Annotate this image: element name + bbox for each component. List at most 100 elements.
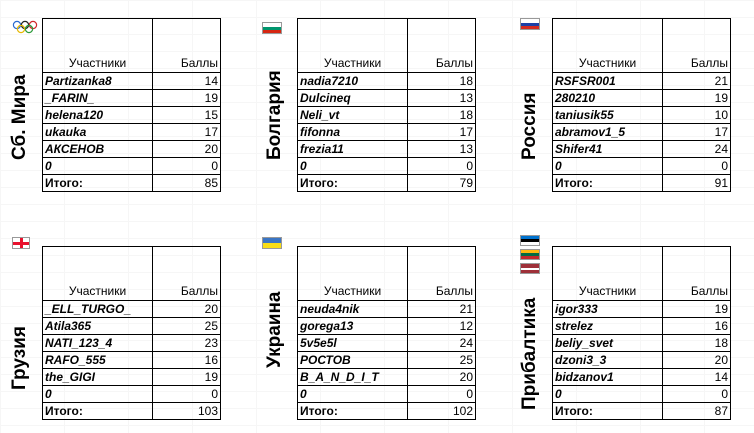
participant-name[interactable]: _ELL_TURGO_ — [42, 300, 153, 318]
total-value[interactable]: 85 — [152, 174, 221, 192]
participant-score[interactable]: 10 — [662, 106, 731, 124]
total-row: Итого: 87 — [552, 402, 731, 420]
participant-score[interactable]: 18 — [407, 72, 476, 90]
participant-name[interactable]: neuda4nik — [297, 300, 408, 318]
points-header: Баллы — [662, 18, 731, 73]
team-table: Участники Баллы RSFSR001 21 280210 19 tani… — [552, 18, 731, 192]
participant-name[interactable]: igor333 — [552, 300, 663, 318]
latvia-flag-icon — [520, 263, 540, 274]
participant-score[interactable]: 0 — [407, 385, 476, 403]
total-row: Итого: 79 — [297, 174, 476, 192]
participant-score[interactable]: 20 — [407, 368, 476, 386]
team-table: Участники Баллы nadia7210 18 Dulcineq 13 N… — [297, 18, 476, 192]
participant-name[interactable]: B_A_N_D_I_T — [297, 368, 408, 386]
participant-name[interactable]: Neli_vt — [297, 106, 408, 124]
participant-score[interactable]: 12 — [407, 317, 476, 335]
total-value[interactable]: 79 — [407, 174, 476, 192]
participant-score[interactable]: 0 — [152, 157, 221, 175]
participant-name[interactable]: bidzanov1 — [552, 368, 663, 386]
participant-name[interactable]: РОСТОВ — [297, 351, 408, 369]
participant-name[interactable]: 0 — [297, 157, 408, 175]
participant-name[interactable]: NATI_123_4 — [42, 334, 153, 352]
participant-score[interactable]: 17 — [662, 123, 731, 141]
total-row: Итого: 102 — [297, 402, 476, 420]
total-row: Итого: 91 — [552, 174, 731, 192]
participant-score[interactable]: 16 — [662, 317, 731, 335]
participant-name[interactable]: 5v5e5l — [297, 334, 408, 352]
participant-name[interactable]: 280210 — [552, 89, 663, 107]
participants-header: Участники — [552, 246, 663, 301]
participant-score[interactable]: 14 — [152, 72, 221, 90]
participant-score[interactable]: 24 — [662, 140, 731, 158]
participant-score[interactable]: 18 — [662, 334, 731, 352]
participant-name[interactable]: 0 — [42, 385, 153, 403]
total-label: Итого: — [42, 402, 153, 420]
participant-score[interactable]: 25 — [152, 317, 221, 335]
participant-score[interactable]: 13 — [407, 89, 476, 107]
table-row: the_GIGI 19 — [42, 368, 221, 386]
points-header: Баллы — [152, 18, 221, 73]
participant-score[interactable]: 17 — [152, 123, 221, 141]
participant-name[interactable]: Partizanka8 — [42, 72, 153, 90]
participant-name[interactable]: 0 — [42, 157, 153, 175]
participant-name[interactable]: АКСЕНОВ — [42, 140, 153, 158]
participant-score[interactable]: 0 — [662, 385, 731, 403]
participant-name[interactable]: gorega13 — [297, 317, 408, 335]
lithuania-flag-icon — [520, 249, 540, 260]
table-row: _FARIN_ 19 — [42, 89, 221, 107]
participant-score[interactable]: 14 — [662, 368, 731, 386]
participants-header: Участники — [42, 18, 153, 73]
participant-score[interactable]: 20 — [152, 300, 221, 318]
participant-score[interactable]: 19 — [662, 89, 731, 107]
participant-score[interactable]: 13 — [407, 140, 476, 158]
participant-score[interactable]: 16 — [152, 351, 221, 369]
participant-name[interactable]: Dulcineq — [297, 89, 408, 107]
participant-score[interactable]: 21 — [407, 300, 476, 318]
table-row: frezia11 13 — [297, 140, 476, 158]
participant-name[interactable]: 0 — [552, 157, 663, 175]
total-value[interactable]: 102 — [407, 402, 476, 420]
participant-score[interactable]: 24 — [407, 334, 476, 352]
table-row: nadia7210 18 — [297, 72, 476, 90]
participant-name[interactable]: taniusik55 — [552, 106, 663, 124]
participant-name[interactable]: fifonna — [297, 123, 408, 141]
participant-score[interactable]: 21 — [662, 72, 731, 90]
participant-name[interactable]: dzoni3_3 — [552, 351, 663, 369]
participant-score[interactable]: 18 — [407, 106, 476, 124]
participant-score[interactable]: 17 — [407, 123, 476, 141]
participant-score[interactable]: 25 — [407, 351, 476, 369]
participant-name[interactable]: 0 — [297, 385, 408, 403]
participant-score[interactable]: 23 — [152, 334, 221, 352]
participant-score[interactable]: 19 — [662, 300, 731, 318]
participant-score[interactable]: 19 — [152, 89, 221, 107]
participant-score[interactable]: 19 — [152, 368, 221, 386]
participant-score[interactable]: 15 — [152, 106, 221, 124]
participant-score[interactable]: 20 — [662, 351, 731, 369]
participant-name[interactable]: Atila365 — [42, 317, 153, 335]
points-header: Баллы — [407, 18, 476, 73]
points-header: Баллы — [407, 246, 476, 301]
participant-score[interactable]: 0 — [407, 157, 476, 175]
total-value[interactable]: 103 — [152, 402, 221, 420]
table-row: Shifer41 24 — [552, 140, 731, 158]
participant-name[interactable]: RAFO_555 — [42, 351, 153, 369]
participant-name[interactable]: abramov1_5 — [552, 123, 663, 141]
total-value[interactable]: 87 — [662, 402, 731, 420]
table-row: ukauka 17 — [42, 123, 221, 141]
participant-name[interactable]: RSFSR001 — [552, 72, 663, 90]
participant-score[interactable]: 20 — [152, 140, 221, 158]
participant-name[interactable]: beliy_svet — [552, 334, 663, 352]
participant-name[interactable]: nadia7210 — [297, 72, 408, 90]
participant-name[interactable]: frezia11 — [297, 140, 408, 158]
participant-name[interactable]: ukauka — [42, 123, 153, 141]
team-name: Украина — [264, 291, 285, 368]
participant-score[interactable]: 0 — [662, 157, 731, 175]
participant-name[interactable]: _FARIN_ — [42, 89, 153, 107]
participant-score[interactable]: 0 — [152, 385, 221, 403]
participant-name[interactable]: helena120 — [42, 106, 153, 124]
participant-name[interactable]: Shifer41 — [552, 140, 663, 158]
participant-name[interactable]: 0 — [552, 385, 663, 403]
participant-name[interactable]: the_GIGI — [42, 368, 153, 386]
participant-name[interactable]: strelez — [552, 317, 663, 335]
total-value[interactable]: 91 — [662, 174, 731, 192]
